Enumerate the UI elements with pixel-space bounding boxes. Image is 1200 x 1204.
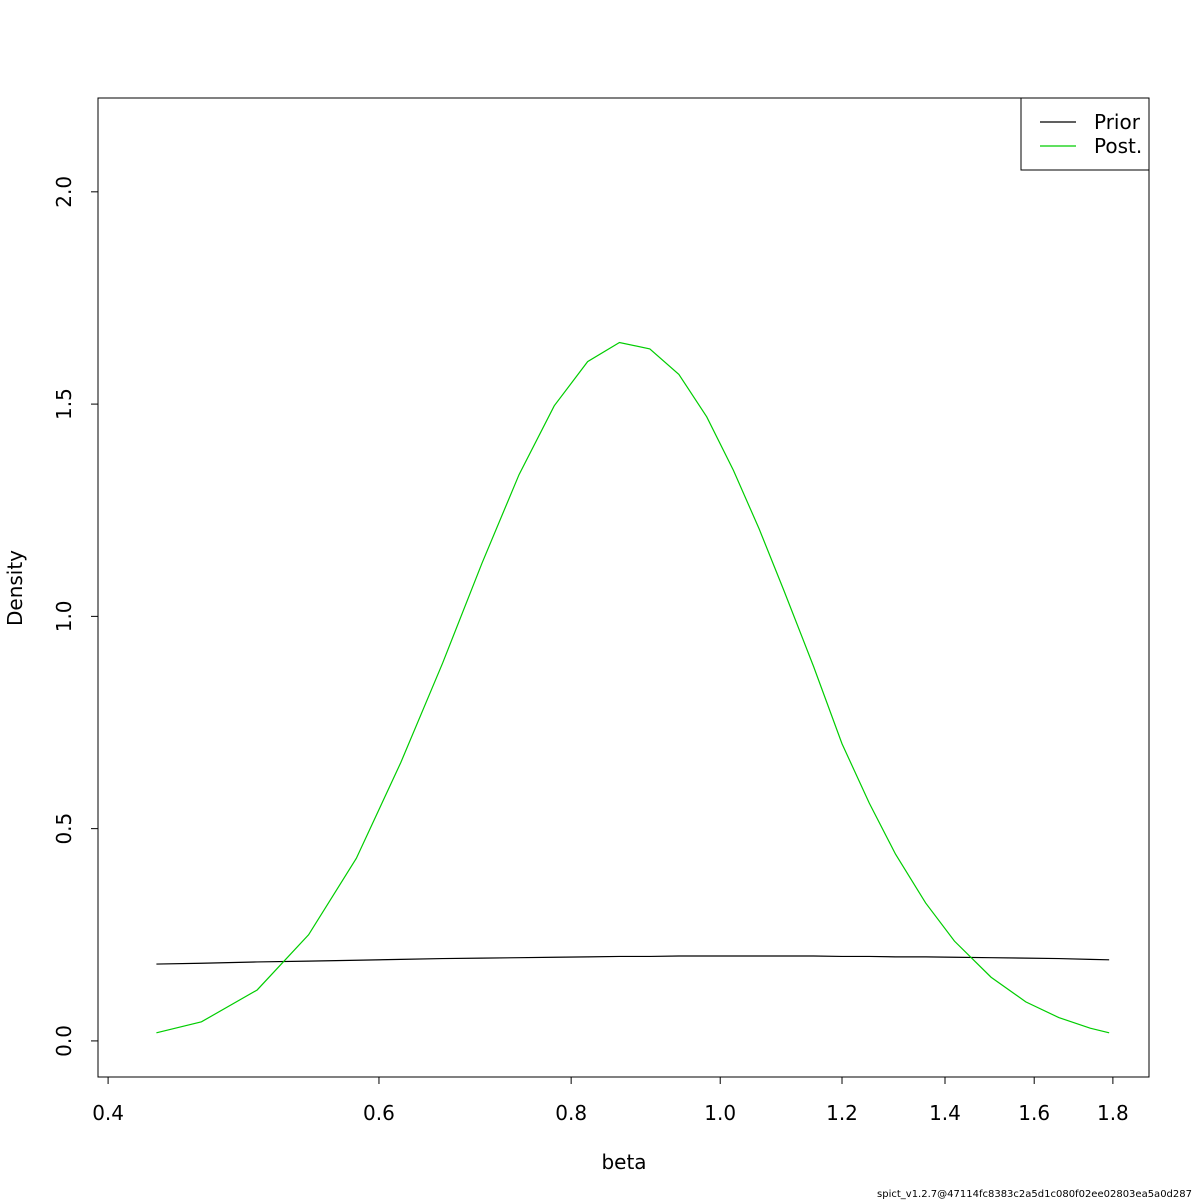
y-axis-label: Density (3, 550, 27, 626)
y-tick-label: 1.0 (52, 600, 76, 632)
legend-label: Post. (1094, 134, 1142, 158)
x-tick-label: 1.8 (1097, 1101, 1129, 1125)
y-tick-label: 2.0 (52, 176, 76, 208)
x-tick-label: 1.2 (826, 1101, 858, 1125)
x-tick-label: 0.4 (92, 1101, 124, 1125)
x-tick-label: 1.6 (1018, 1101, 1050, 1125)
legend-box (1020, 97, 1150, 171)
y-tick-label: 1.5 (52, 388, 76, 420)
y-tick-label: 0.5 (52, 813, 76, 845)
plot-frame (97, 97, 1150, 1078)
x-tick-label: 1.4 (929, 1101, 961, 1125)
x-tick-label: 1.0 (704, 1101, 736, 1125)
series-line (156, 341, 1110, 1034)
footer: spict_v1.2.7@47114fc8383c2a5d1c080f02ee0… (877, 1189, 1192, 1200)
x-tick-label: 0.6 (363, 1101, 395, 1125)
x-axis-label: beta (601, 1150, 646, 1174)
x-tick-label: 0.8 (555, 1101, 587, 1125)
series-line (156, 955, 1110, 965)
y-tick-label: 0.0 (52, 1025, 76, 1057)
legend-label: Prior (1094, 110, 1141, 134)
